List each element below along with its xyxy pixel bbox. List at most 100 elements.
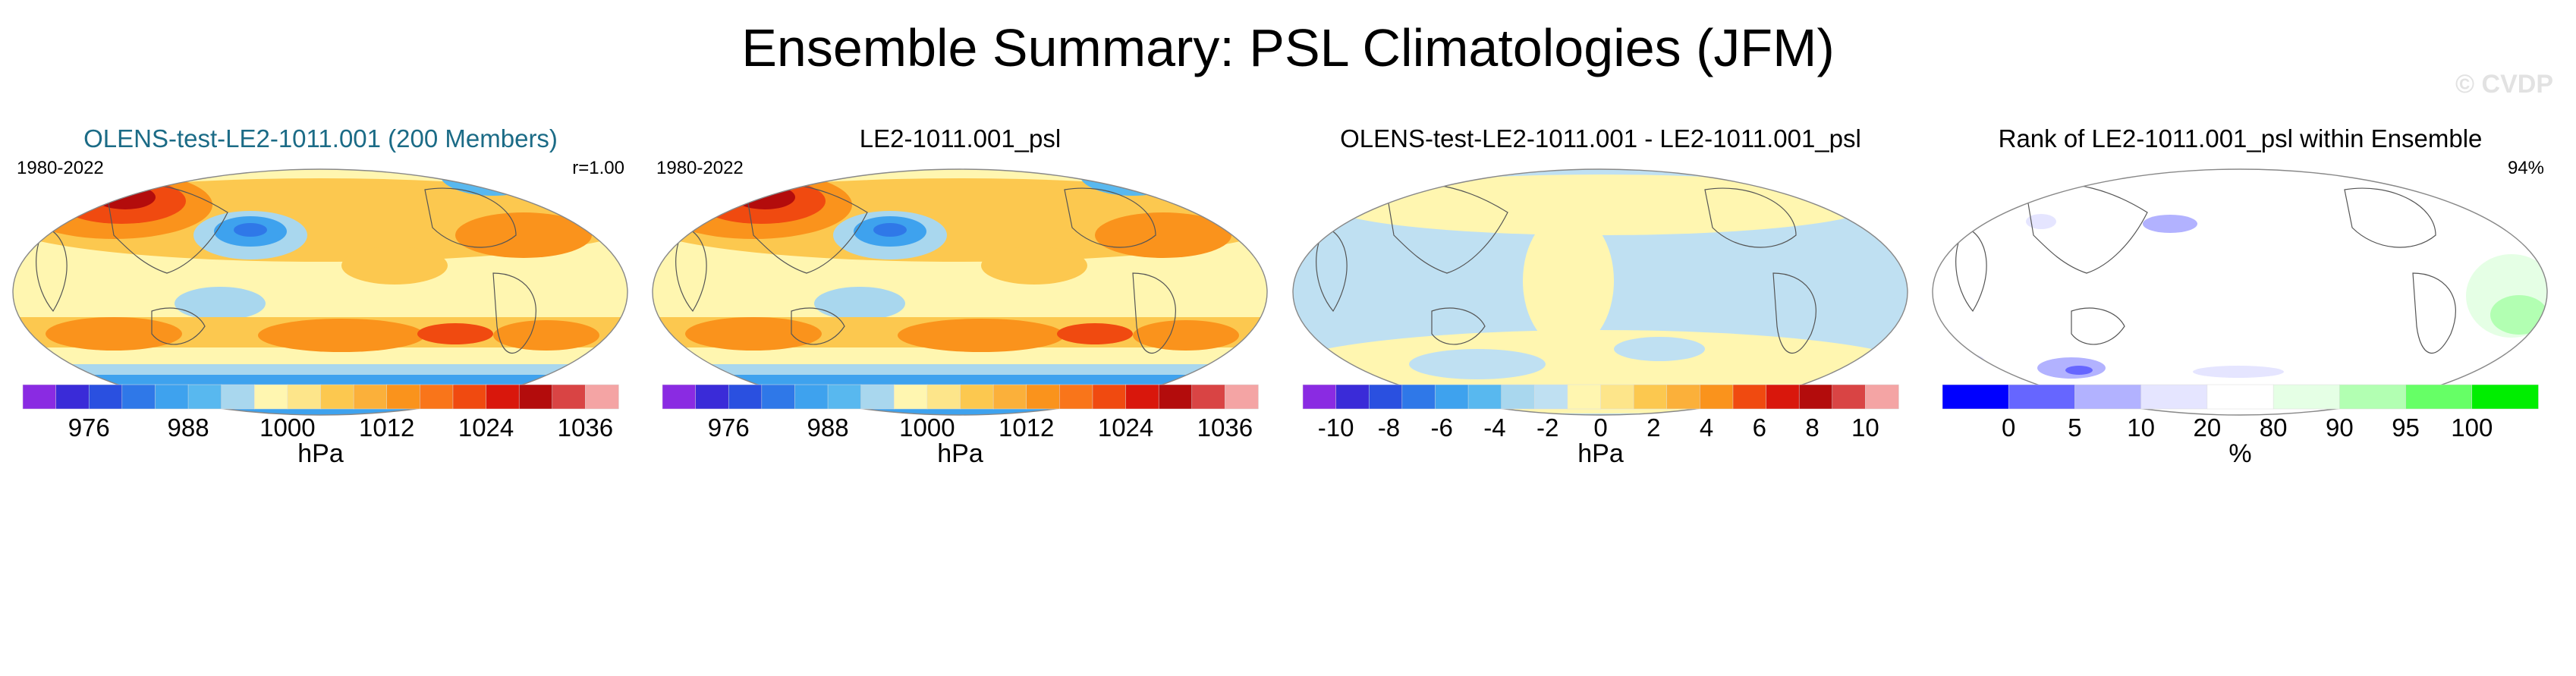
azores-high xyxy=(1095,212,1231,258)
period-label: 1980-2022 xyxy=(656,158,744,178)
coastline-australia xyxy=(151,307,206,345)
colorbar-swatch xyxy=(287,384,322,410)
coastline-australia xyxy=(1431,307,1486,345)
colorbar-swatch xyxy=(960,384,994,410)
low-rank-patch-5 xyxy=(2193,366,2284,378)
colorbar-tick-label: 1012 xyxy=(999,413,1054,442)
panel-title: LE2-1011.001_psl xyxy=(859,124,1062,152)
colorbar-swatch xyxy=(695,384,729,410)
colorbar-swatch xyxy=(1225,384,1259,410)
coastline-australia xyxy=(2071,307,2125,345)
colorbar-swatch xyxy=(761,384,796,410)
colorbar-tick-label: -6 xyxy=(1430,413,1452,442)
positive-arc xyxy=(1327,175,1873,235)
map-field xyxy=(1293,169,1908,415)
colorbar-tick-label: -4 xyxy=(1483,413,1505,442)
colorbar-swatch xyxy=(992,384,1027,410)
colorbar-tick-label: -2 xyxy=(1536,413,1558,442)
colorbar-swatch xyxy=(22,384,57,410)
colorbar-unit: % xyxy=(2228,439,2251,468)
colorbar-swatch xyxy=(1302,384,1337,410)
colorbar-unit: hPa xyxy=(1577,439,1624,468)
colorbar-swatch xyxy=(2471,384,2539,410)
colorbar-tick-label: 988 xyxy=(807,413,849,442)
low-rank-core xyxy=(2065,366,2093,375)
colorbar-swatch xyxy=(2008,384,2076,410)
colorbar-swatch xyxy=(221,384,256,410)
colorbar-swatch xyxy=(585,384,619,410)
colorbar-tick-label: 976 xyxy=(68,413,110,442)
colorbar-swatch xyxy=(1832,384,1867,410)
colorbar-tick-label: 4 xyxy=(1700,413,1713,442)
colorbar-tick-label: 1036 xyxy=(1197,413,1253,442)
panel-rank: Rank of LE2-1011.001_psl within Ensemble… xyxy=(1920,121,2561,668)
colorbar-tick-label: 95 xyxy=(2392,413,2420,442)
antarctic-margin xyxy=(653,407,1267,415)
colorbar-tick-label: 5 xyxy=(2068,413,2081,442)
colorbar: 976 988 1000 1012 1024 1036 hPa xyxy=(662,384,1259,468)
watermark: © CVDP xyxy=(2455,70,2553,99)
panel-difference: OLENS-test-LE2-1011.001 - LE2-1011.001_p… xyxy=(1280,121,1921,668)
colorbar-swatch xyxy=(420,384,454,410)
colorbar-tick-label: 1000 xyxy=(259,413,315,442)
equatorial-low xyxy=(814,287,905,320)
psl-map: 976 988 1000 1012 1024 1036 hPa xyxy=(12,168,628,468)
colorbar-tick-label: 1036 xyxy=(558,413,613,442)
colorbar-tick-label: 0 xyxy=(1593,413,1607,442)
colorbar-tick-label: 20 xyxy=(2194,413,2222,442)
colorbar-swatch xyxy=(1191,384,1226,410)
south-high-atlantic xyxy=(1133,320,1239,351)
rank-map: 0 5 10 20 80 90 95 100% xyxy=(1932,168,2548,468)
equatorial-low xyxy=(175,287,266,320)
south-high-core xyxy=(1057,323,1133,344)
panel-title: OLENS-test-LE2-1011.001 (200 Members) xyxy=(83,124,558,152)
colorbar-swatch xyxy=(1092,384,1127,410)
colorbar-tick-label: 0 xyxy=(2002,413,2015,442)
panel-member: LE2-1011.001_psl 1980-2022 976 988 1000 101… xyxy=(640,121,1281,668)
aleutian-low-core xyxy=(873,223,907,237)
colorbar-tick-label: 1012 xyxy=(359,413,414,442)
coastline-africa xyxy=(675,227,707,313)
psl-map: 976 988 1000 1012 1024 1036 hPa xyxy=(652,168,1268,468)
low-rank-patch-2 xyxy=(2026,214,2056,229)
colorbar-swatch xyxy=(894,384,928,410)
colorbar-swatch xyxy=(486,384,520,410)
colorbar: 976 988 1000 1012 1024 1036 hPa xyxy=(22,384,619,468)
colorbar-swatch xyxy=(1700,384,1734,410)
colorbar-tick-label: 8 xyxy=(1805,413,1819,442)
icelandic-low-core xyxy=(1110,169,1171,181)
colorbar-tick-label: -10 xyxy=(1318,413,1354,442)
coastline-south-america xyxy=(2412,272,2456,354)
colorbar-tick-label: 1024 xyxy=(458,413,514,442)
colorbar-swatch xyxy=(1534,384,1568,410)
colorbar-tick-label: 80 xyxy=(2260,413,2288,442)
colorbar-swatch xyxy=(2339,384,2407,410)
colorbar-swatch xyxy=(1567,384,1602,410)
colorbar-swatch xyxy=(121,384,156,410)
colorbar-swatch xyxy=(728,384,763,410)
colorbar-swatch xyxy=(386,384,421,410)
colorbar-swatch xyxy=(88,384,123,410)
colorbar-tick-label: 10 xyxy=(1851,413,1879,442)
colorbar-swatch xyxy=(1501,384,1536,410)
colorbar-swatch xyxy=(1368,384,1403,410)
period-label: 1980-2022 xyxy=(17,158,104,178)
south-high-pacific xyxy=(898,319,1065,352)
colorbar-swatch xyxy=(353,384,388,410)
negative-patch-1 xyxy=(1409,349,1546,379)
colorbar-tick-label: 90 xyxy=(2326,413,2354,442)
pacific-high xyxy=(341,247,448,285)
colorbar-tick-label: -8 xyxy=(1378,413,1400,442)
low-rank-patch-1 xyxy=(2143,215,2197,233)
colorbar-tick-label: 1024 xyxy=(1098,413,1153,442)
colorbar-tick-label: 988 xyxy=(168,413,209,442)
negative-patch-3 xyxy=(1834,296,1908,326)
colorbar-swatch xyxy=(1158,384,1193,410)
high-rank-patch-3 xyxy=(2490,295,2547,335)
colorbar-swatch xyxy=(860,384,895,410)
panel-ensemble-mean: OLENS-test-LE2-1011.001 (200 Members) 19… xyxy=(0,121,641,668)
colorbar-swatch xyxy=(794,384,829,410)
coastline-north-america xyxy=(1064,187,1156,248)
coastline-africa xyxy=(1955,227,1987,313)
colorbar-swatch xyxy=(1125,384,1159,410)
